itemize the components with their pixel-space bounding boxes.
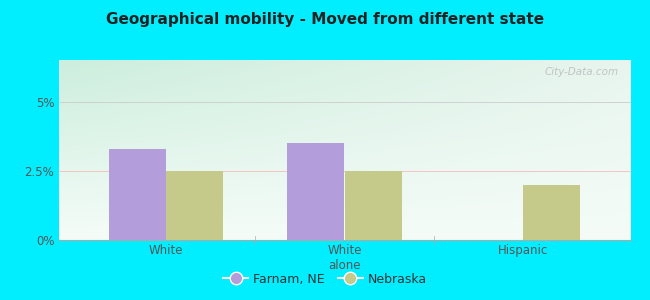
Bar <box>109 148 166 240</box>
Bar <box>166 171 223 240</box>
Text: Geographical mobility - Moved from different state: Geographical mobility - Moved from diffe… <box>106 12 544 27</box>
Text: City-Data.com: City-Data.com <box>545 67 619 77</box>
Legend: Farnam, NE, Nebraska: Farnam, NE, Nebraska <box>218 268 432 291</box>
Bar <box>523 184 580 240</box>
Bar <box>287 143 344 240</box>
Bar <box>344 171 402 240</box>
